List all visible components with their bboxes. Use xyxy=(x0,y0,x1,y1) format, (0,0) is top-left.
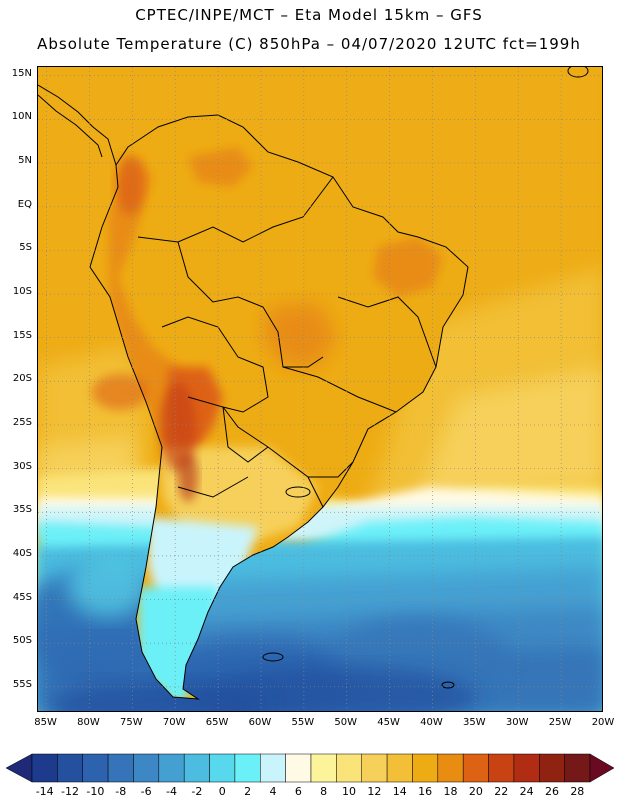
color-scale xyxy=(5,753,615,783)
scale-label: 28 xyxy=(570,785,585,798)
latitude-label: 10S xyxy=(12,285,32,297)
longitude-label: 60W xyxy=(248,717,272,728)
scale-swatch xyxy=(82,753,109,783)
latitude-label: 15N xyxy=(11,67,32,79)
scale-label: 20 xyxy=(468,785,483,798)
scale-max-arrow xyxy=(589,753,615,783)
title-line-2: Absolute Temperature (C) 850hPa – 04/07/… xyxy=(37,35,581,53)
latitude-label: 50S xyxy=(12,635,32,647)
latitude-label: 30S xyxy=(12,460,32,472)
scale-swatch xyxy=(539,753,565,783)
latitude-label: 15S xyxy=(12,329,32,341)
latitude-label: 55S xyxy=(12,678,32,690)
coastline-outline xyxy=(38,67,589,700)
scale-label: 22 xyxy=(494,785,509,798)
scale-swatch xyxy=(437,753,464,783)
scale-label: 24 xyxy=(519,785,534,798)
longitude-label: 25W xyxy=(548,717,572,728)
scale-label: -2 xyxy=(191,785,203,798)
latitude-label: 5N xyxy=(18,155,32,167)
scale-swatch xyxy=(488,753,515,783)
scale-swatch xyxy=(107,753,134,783)
latitude-label: 35S xyxy=(12,504,32,516)
scale-label: 8 xyxy=(320,785,328,798)
scale-label: 16 xyxy=(418,785,433,798)
map-canvas xyxy=(38,67,602,711)
scale-swatch xyxy=(57,753,83,783)
longitude-label: 40W xyxy=(420,717,443,728)
latitude-label: 25S xyxy=(12,416,32,428)
scale-swatch xyxy=(564,753,591,783)
scale-label: 18 xyxy=(443,785,458,798)
scale-swatch xyxy=(285,753,312,783)
scale-label: -14 xyxy=(35,785,54,798)
scale-label: -10 xyxy=(86,785,105,798)
scale-label: 10 xyxy=(342,785,357,798)
latitude-label: EQ xyxy=(17,198,32,210)
scale-swatch xyxy=(412,753,439,783)
scale-label: -6 xyxy=(140,785,152,798)
scale-label: 2 xyxy=(244,785,252,798)
scale-min-arrow xyxy=(5,753,33,783)
scale-swatch xyxy=(133,753,160,783)
scale-swatch xyxy=(386,753,413,783)
latitude-label: 40S xyxy=(12,547,32,559)
scale-label: 4 xyxy=(269,785,277,798)
temperature-map xyxy=(37,66,603,712)
scale-label: -12 xyxy=(61,785,80,798)
latitude-label: 10N xyxy=(11,111,32,123)
scale-swatch xyxy=(234,753,261,783)
scale-label: -8 xyxy=(115,785,127,798)
scale-swatch xyxy=(209,753,236,783)
longitude-label: 20W xyxy=(591,717,615,728)
longitude-label: 45W xyxy=(377,717,400,728)
longitude-label: 75W xyxy=(120,717,143,728)
scale-label: -4 xyxy=(166,785,177,798)
scale-swatch xyxy=(158,753,185,783)
longitude-label: 70W xyxy=(162,717,186,728)
title-line-1: CPTEC/INPE/MCT – Eta Model 15km – GFS xyxy=(135,6,483,24)
latitude-label: 45S xyxy=(12,591,32,603)
scale-swatch xyxy=(31,753,58,783)
longitude-label: 65W xyxy=(205,717,229,728)
scale-swatch xyxy=(260,753,286,783)
scale-label: 0 xyxy=(218,785,226,798)
scale-swatch xyxy=(310,753,337,783)
latitude-label: 20S xyxy=(12,373,32,385)
scale-swatch xyxy=(361,753,388,783)
longitude-label: 35W xyxy=(463,717,486,728)
longitude-label: 80W xyxy=(77,717,100,728)
longitude-label: 85W xyxy=(34,717,57,728)
scale-label: 26 xyxy=(544,785,559,798)
longitude-label: 50W xyxy=(334,717,358,728)
scale-label: 12 xyxy=(367,785,382,798)
scale-swatch xyxy=(513,753,540,783)
scale-label: 6 xyxy=(294,785,302,798)
scale-swatch xyxy=(336,753,362,783)
longitude-label: 30W xyxy=(505,717,529,728)
scale-swatch xyxy=(183,753,210,783)
latitude-label: 5S xyxy=(19,242,32,254)
scale-swatch xyxy=(462,753,489,783)
longitude-label: 55W xyxy=(291,717,315,728)
scale-label: 14 xyxy=(392,785,407,798)
